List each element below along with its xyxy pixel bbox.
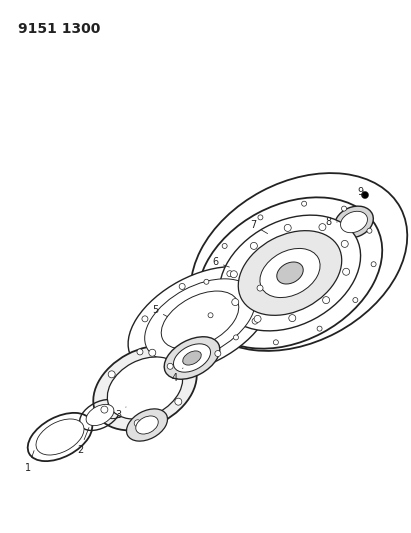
Circle shape — [257, 285, 263, 291]
Ellipse shape — [238, 231, 342, 316]
Circle shape — [343, 268, 350, 275]
Ellipse shape — [128, 266, 272, 374]
Circle shape — [134, 420, 141, 427]
Circle shape — [250, 243, 257, 249]
Ellipse shape — [161, 291, 239, 349]
Text: 9151 1300: 9151 1300 — [18, 22, 100, 36]
Circle shape — [317, 326, 322, 331]
Circle shape — [227, 271, 233, 277]
Circle shape — [230, 271, 237, 278]
Circle shape — [319, 224, 326, 231]
Circle shape — [302, 201, 307, 206]
Ellipse shape — [127, 409, 168, 441]
Text: 9: 9 — [357, 187, 363, 197]
Circle shape — [108, 371, 115, 378]
Text: 2: 2 — [77, 427, 89, 455]
Circle shape — [371, 262, 376, 266]
Text: 8: 8 — [325, 217, 337, 227]
Circle shape — [179, 284, 185, 289]
Text: 5: 5 — [152, 305, 168, 317]
Ellipse shape — [260, 248, 320, 297]
Ellipse shape — [341, 211, 367, 233]
Circle shape — [273, 340, 278, 345]
Circle shape — [142, 316, 148, 322]
Ellipse shape — [93, 346, 197, 430]
Text: 4: 4 — [172, 368, 183, 383]
Ellipse shape — [145, 279, 255, 361]
Text: 1: 1 — [25, 450, 34, 473]
Ellipse shape — [164, 337, 220, 379]
Circle shape — [252, 318, 258, 324]
Circle shape — [258, 215, 263, 220]
Ellipse shape — [36, 419, 84, 455]
Circle shape — [222, 244, 227, 248]
Ellipse shape — [107, 357, 182, 419]
Circle shape — [342, 206, 346, 211]
Circle shape — [254, 316, 261, 322]
Circle shape — [289, 314, 296, 321]
Circle shape — [353, 297, 358, 303]
Circle shape — [182, 363, 189, 370]
Ellipse shape — [183, 351, 201, 365]
Ellipse shape — [136, 416, 158, 434]
Ellipse shape — [86, 405, 114, 426]
Circle shape — [367, 228, 372, 233]
Circle shape — [175, 398, 182, 405]
Circle shape — [323, 296, 330, 304]
Circle shape — [137, 349, 143, 355]
Ellipse shape — [173, 344, 210, 372]
Ellipse shape — [335, 206, 373, 238]
Circle shape — [101, 406, 108, 413]
Circle shape — [208, 313, 213, 318]
Circle shape — [167, 364, 173, 369]
Circle shape — [149, 349, 156, 356]
Circle shape — [284, 224, 291, 231]
Ellipse shape — [198, 197, 382, 349]
Circle shape — [232, 298, 239, 305]
Circle shape — [233, 335, 238, 340]
Text: 3: 3 — [115, 407, 126, 420]
Circle shape — [362, 191, 369, 198]
Ellipse shape — [219, 215, 360, 331]
Ellipse shape — [277, 262, 303, 284]
Text: 6: 6 — [212, 257, 229, 267]
Circle shape — [215, 351, 221, 357]
Circle shape — [204, 279, 209, 284]
Circle shape — [341, 240, 348, 247]
Text: 7: 7 — [250, 220, 268, 233]
